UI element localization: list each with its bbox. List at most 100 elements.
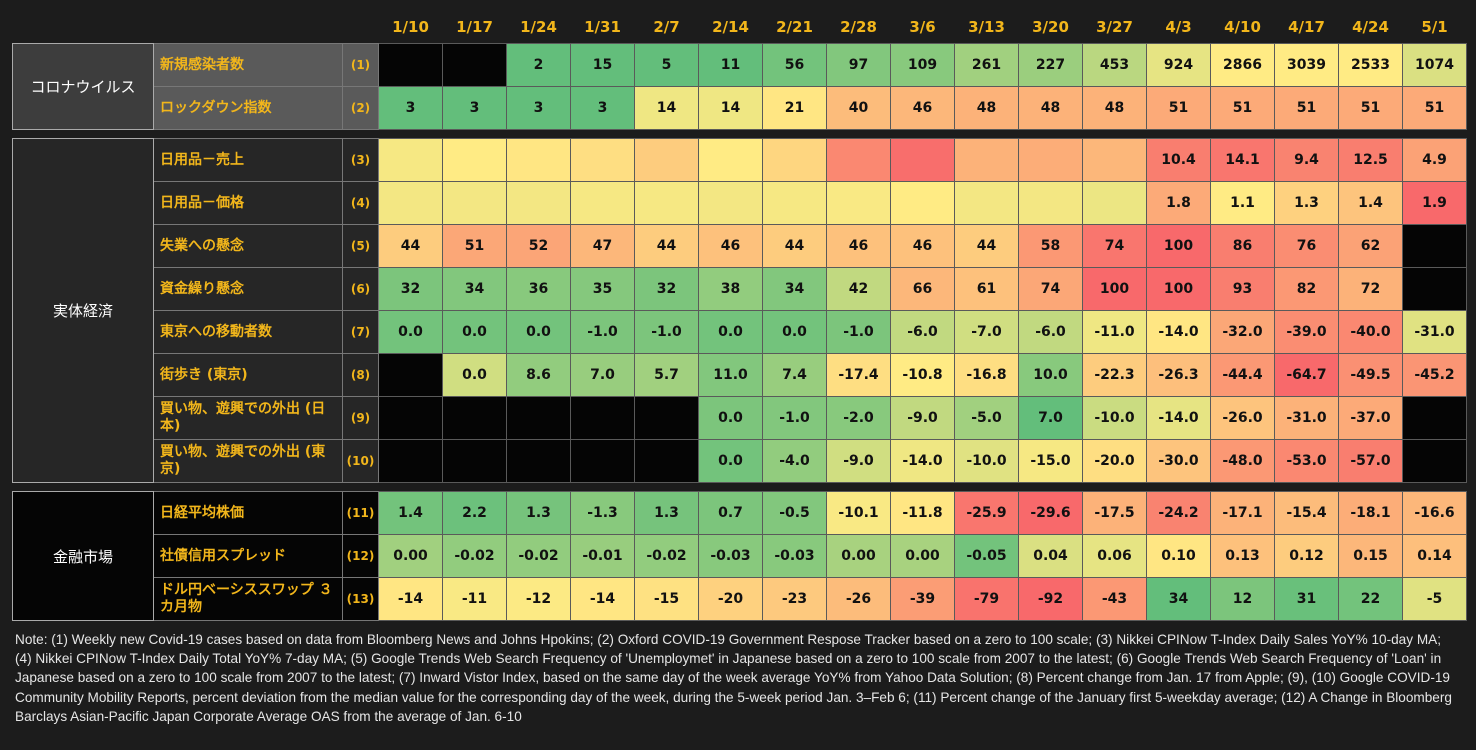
heat-cell xyxy=(442,396,507,440)
date-header: 2/14 xyxy=(712,17,749,36)
heat-cell: -0.05 xyxy=(954,534,1019,578)
heat-cell: -11.8 xyxy=(890,491,955,535)
heat-cell: -9.0 xyxy=(890,396,955,440)
indicator-index: (6) xyxy=(342,267,379,311)
heat-cell: 76 xyxy=(1274,224,1339,268)
heat-cell: -48.0 xyxy=(1210,439,1275,483)
heat-cell xyxy=(378,43,443,87)
heat-cell xyxy=(698,138,763,182)
heat-cell xyxy=(890,181,955,225)
heat-cell: -0.02 xyxy=(634,534,699,578)
heat-cell: 3 xyxy=(378,86,443,130)
heat-cell: 3 xyxy=(506,86,571,130)
heat-cell: -1.0 xyxy=(634,310,699,354)
heat-cell: 66 xyxy=(890,267,955,311)
heat-cell: -6.0 xyxy=(1018,310,1083,354)
heat-cell xyxy=(890,138,955,182)
heat-cell: -0.03 xyxy=(698,534,763,578)
heat-cell: 0.0 xyxy=(698,310,763,354)
heat-cell: -15.0 xyxy=(1018,439,1083,483)
heat-cell: 58 xyxy=(1018,224,1083,268)
date-header: 2/21 xyxy=(776,17,813,36)
heat-cell: 14 xyxy=(698,86,763,130)
heat-cell: 7.0 xyxy=(1018,396,1083,440)
heatmap-table: 1/10 1/17 1/24 1/31 2/7 2/14 2/21 2/28 3/6 3/13 3/… xyxy=(12,10,1467,621)
date-header: 5/1 xyxy=(1421,17,1448,36)
indicator-index: (9) xyxy=(342,396,379,440)
indicator-index: (7) xyxy=(342,310,379,354)
heat-cell: -26.3 xyxy=(1146,353,1211,397)
heat-cell: -0.01 xyxy=(570,534,635,578)
heat-cell: 0.00 xyxy=(378,534,443,578)
indicator-index: (3) xyxy=(342,138,379,182)
heat-cell: -12 xyxy=(506,577,571,621)
heat-cell: 44 xyxy=(634,224,699,268)
heat-cell: 74 xyxy=(1018,267,1083,311)
indicator-index: (4) xyxy=(342,181,379,225)
heat-cell: 46 xyxy=(890,224,955,268)
indicator-label: ロックダウン指数 xyxy=(153,86,343,130)
heat-cell: 46 xyxy=(698,224,763,268)
heat-cell xyxy=(378,181,443,225)
heat-cell: 42 xyxy=(826,267,891,311)
heat-cell: 82 xyxy=(1274,267,1339,311)
heat-cell: -64.7 xyxy=(1274,353,1339,397)
heat-cell xyxy=(634,138,699,182)
heat-cell: 2.2 xyxy=(442,491,507,535)
heat-cell: 1.9 xyxy=(1402,181,1467,225)
heat-cell: 261 xyxy=(954,43,1019,87)
heat-cell: -0.5 xyxy=(762,491,827,535)
indicator-label: 日用品－価格 xyxy=(153,181,343,225)
table-row: 買い物、遊興での外出 (日本) (9) 0.0 -1.0 -2.0 -9.0 -5.0 7.0… xyxy=(13,396,1467,440)
heat-cell: 52 xyxy=(506,224,571,268)
heat-cell: 8.6 xyxy=(506,353,571,397)
heat-cell xyxy=(826,181,891,225)
date-header: 3/13 xyxy=(968,17,1005,36)
heat-cell: -16.8 xyxy=(954,353,1019,397)
heat-cell xyxy=(570,439,635,483)
heat-cell: 40 xyxy=(826,86,891,130)
heat-cell xyxy=(378,138,443,182)
heat-cell: 12.5 xyxy=(1338,138,1403,182)
indicator-label: 街歩き (東京) xyxy=(153,353,343,397)
heat-cell: -23 xyxy=(762,577,827,621)
heat-cell: -0.03 xyxy=(762,534,827,578)
heat-cell: 32 xyxy=(378,267,443,311)
heat-cell: -16.6 xyxy=(1402,491,1467,535)
heat-cell: -1.0 xyxy=(570,310,635,354)
date-header: 2/28 xyxy=(840,17,877,36)
heat-cell xyxy=(442,181,507,225)
indicator-index: (13) xyxy=(342,577,379,621)
heat-cell: -20.0 xyxy=(1082,439,1147,483)
heat-cell: 36 xyxy=(506,267,571,311)
table-row: 資金繰り懸念 (6) 32 34 36 35 32 38 34 42 66 61 74 100 100 93 8… xyxy=(13,267,1467,311)
heat-cell: 0.06 xyxy=(1082,534,1147,578)
heat-cell: -26 xyxy=(826,577,891,621)
heat-cell: -1.0 xyxy=(762,396,827,440)
heat-cell: -0.02 xyxy=(506,534,571,578)
heat-cell xyxy=(506,439,571,483)
heat-cell: 2866 xyxy=(1210,43,1275,87)
heat-cell: -11 xyxy=(442,577,507,621)
heat-cell: -26.0 xyxy=(1210,396,1275,440)
heat-cell: -20 xyxy=(698,577,763,621)
heat-cell: 14.1 xyxy=(1210,138,1275,182)
heat-cell: 5 xyxy=(634,43,699,87)
heat-cell xyxy=(954,138,1019,182)
heat-cell xyxy=(1018,181,1083,225)
heat-cell: 0.0 xyxy=(698,439,763,483)
indicator-label: 資金繰り懸念 xyxy=(153,267,343,311)
heat-cell: 10.4 xyxy=(1146,138,1211,182)
heat-cell: 10.0 xyxy=(1018,353,1083,397)
heat-cell: -43 xyxy=(1082,577,1147,621)
indicator-index: (10) xyxy=(342,439,379,483)
heat-cell xyxy=(634,181,699,225)
table-row: 金融市場 日経平均株価 (11) 1.4 2.2 1.3 -1.3 1.3 0.7 -0.5 -10… xyxy=(12,491,1467,621)
heat-cell xyxy=(1402,439,1467,483)
heat-cell: 453 xyxy=(1082,43,1147,87)
heat-cell xyxy=(762,138,827,182)
date-header: 2/7 xyxy=(653,17,680,36)
heat-cell: -29.6 xyxy=(1018,491,1083,535)
heat-cell: -10.0 xyxy=(1082,396,1147,440)
heat-cell xyxy=(1402,224,1467,268)
